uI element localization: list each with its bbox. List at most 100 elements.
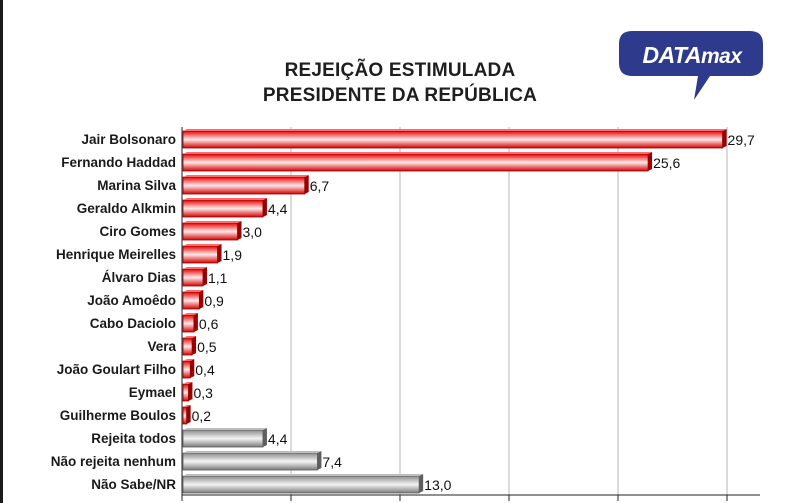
bar-joao-goulart-filho: [182, 359, 195, 379]
bar-cabo-daciolo: [182, 313, 198, 333]
bar-top-edge: [183, 221, 242, 223]
bar-end-cap: [186, 405, 191, 424]
value-label: 7,4: [322, 454, 342, 470]
bar-face: [182, 360, 191, 379]
bar-top-edge: [183, 290, 204, 292]
value-label: 25,6: [653, 155, 680, 171]
bar-joao-amoedo: [182, 290, 204, 310]
bar-eymael: [182, 382, 193, 402]
category-label: João Goulart Filho: [57, 362, 176, 377]
bar-face: [182, 199, 264, 218]
bar-top-edge: [183, 152, 653, 154]
category-label: Não Sabe/NR: [91, 477, 176, 492]
bar-end-cap: [262, 198, 267, 217]
category-label: Não rejeita nenhum: [51, 454, 176, 469]
category-label: Jair Bolsonaro: [81, 132, 176, 147]
bar-face: [182, 475, 420, 494]
bar-face: [182, 314, 195, 333]
bar-top-edge: [183, 336, 197, 338]
category-label: Álvaro Dias: [102, 270, 176, 285]
category-label: Guilherme Boulos: [60, 408, 176, 423]
value-label: 29,7: [728, 132, 755, 148]
value-label: 4,4: [268, 431, 288, 447]
bar-top-edge: [183, 267, 207, 269]
chart-title-line-1: REJEIÇÃO ESTIMULADA: [284, 60, 516, 81]
bar-top-edge: [183, 359, 195, 361]
bar-nao-sabe-nr: [182, 474, 424, 494]
value-label: 1,9: [223, 247, 243, 263]
bar-top-edge: [183, 405, 191, 407]
bar-henrique-meirelles: [182, 244, 222, 264]
bar-end-cap: [193, 313, 198, 332]
bar-nao-rejeita-nenhum: [182, 451, 322, 471]
bar-top-edge: [183, 451, 322, 453]
bar-face: [182, 429, 264, 448]
bar-end-cap: [722, 129, 727, 148]
value-label: 0,9: [204, 293, 224, 309]
bar-end-cap: [304, 175, 309, 194]
bar-top-edge: [183, 382, 193, 384]
bar-alvaro-dias: [182, 267, 207, 287]
bar-top-edge: [183, 244, 222, 246]
bar-marina-silva: [182, 175, 309, 195]
category-label: Ciro Gomes: [99, 224, 176, 239]
bar-top-edge: [183, 175, 309, 177]
bar-rejeita-todos: [182, 428, 267, 448]
bar-geraldo-alkmin: [182, 198, 267, 218]
value-label: 4,4: [268, 201, 288, 217]
value-label: 0,6: [199, 316, 219, 332]
grid-layer: [181, 127, 728, 501]
value-label: 3,0: [243, 224, 263, 240]
bar-top-edge: [183, 198, 267, 200]
bar-top-edge: [183, 129, 727, 131]
bar-end-cap: [419, 474, 424, 493]
logo-text: DATAmax: [642, 42, 742, 68]
bar-top-edge: [183, 474, 424, 476]
category-label: Henrique Meirelles: [56, 247, 176, 262]
bar-top-edge: [183, 313, 198, 315]
bar-vera: [182, 336, 197, 356]
bars-layer: [182, 129, 727, 494]
category-label: Eymael: [129, 385, 176, 400]
category-label: Geraldo Alkmin: [77, 201, 176, 216]
category-label: Vera: [147, 339, 176, 354]
bar-jair-bolsonaro: [182, 129, 727, 149]
bar-face: [182, 383, 189, 402]
value-label: 6,7: [310, 178, 330, 194]
bar-face: [182, 222, 238, 241]
bar-fernando-haddad: [182, 152, 653, 172]
bar-end-cap: [317, 451, 322, 470]
bar-end-cap: [217, 244, 222, 263]
value-label: 1,1: [208, 270, 228, 286]
value-label: 0,5: [197, 339, 217, 355]
bar-face: [182, 130, 723, 149]
bar-face: [182, 406, 188, 425]
category-label: João Amoêdo: [87, 293, 176, 308]
category-label: Rejeita todos: [91, 431, 176, 446]
bar-top-edge: [183, 428, 267, 430]
bar-end-cap: [237, 221, 242, 240]
left-border: [0, 0, 3, 503]
category-label: Cabo Daciolo: [90, 316, 176, 331]
logo-speech-bubble: [619, 31, 763, 100]
value-label: 13,0: [424, 477, 451, 493]
value-label: 0,4: [195, 362, 215, 378]
bar-face: [182, 337, 193, 356]
bar-end-cap: [202, 267, 207, 286]
bar-face: [182, 176, 306, 195]
chart-title-line-2: PRESIDENTE DA REPÚBLICA: [262, 85, 538, 106]
bar-face: [182, 268, 204, 287]
category-label: Marina Silva: [97, 178, 176, 193]
category-label: Fernando Haddad: [61, 155, 176, 170]
bar-end-cap: [648, 152, 653, 171]
bar-end-cap: [188, 382, 193, 401]
labels-layer: Jair Bolsonaro 29,7 Fernando Haddad 25,6 Mar…: [51, 132, 755, 493]
value-label: 0,2: [192, 408, 212, 424]
datamax-logo: [619, 31, 763, 100]
bar-face: [182, 291, 200, 310]
bar-face: [182, 245, 218, 264]
chart-title: REJEIÇÃO ESTIMULADA PRESIDENTE DA REPÚBL…: [200, 58, 600, 108]
bar-end-cap: [199, 290, 204, 309]
bar-face: [182, 153, 649, 172]
